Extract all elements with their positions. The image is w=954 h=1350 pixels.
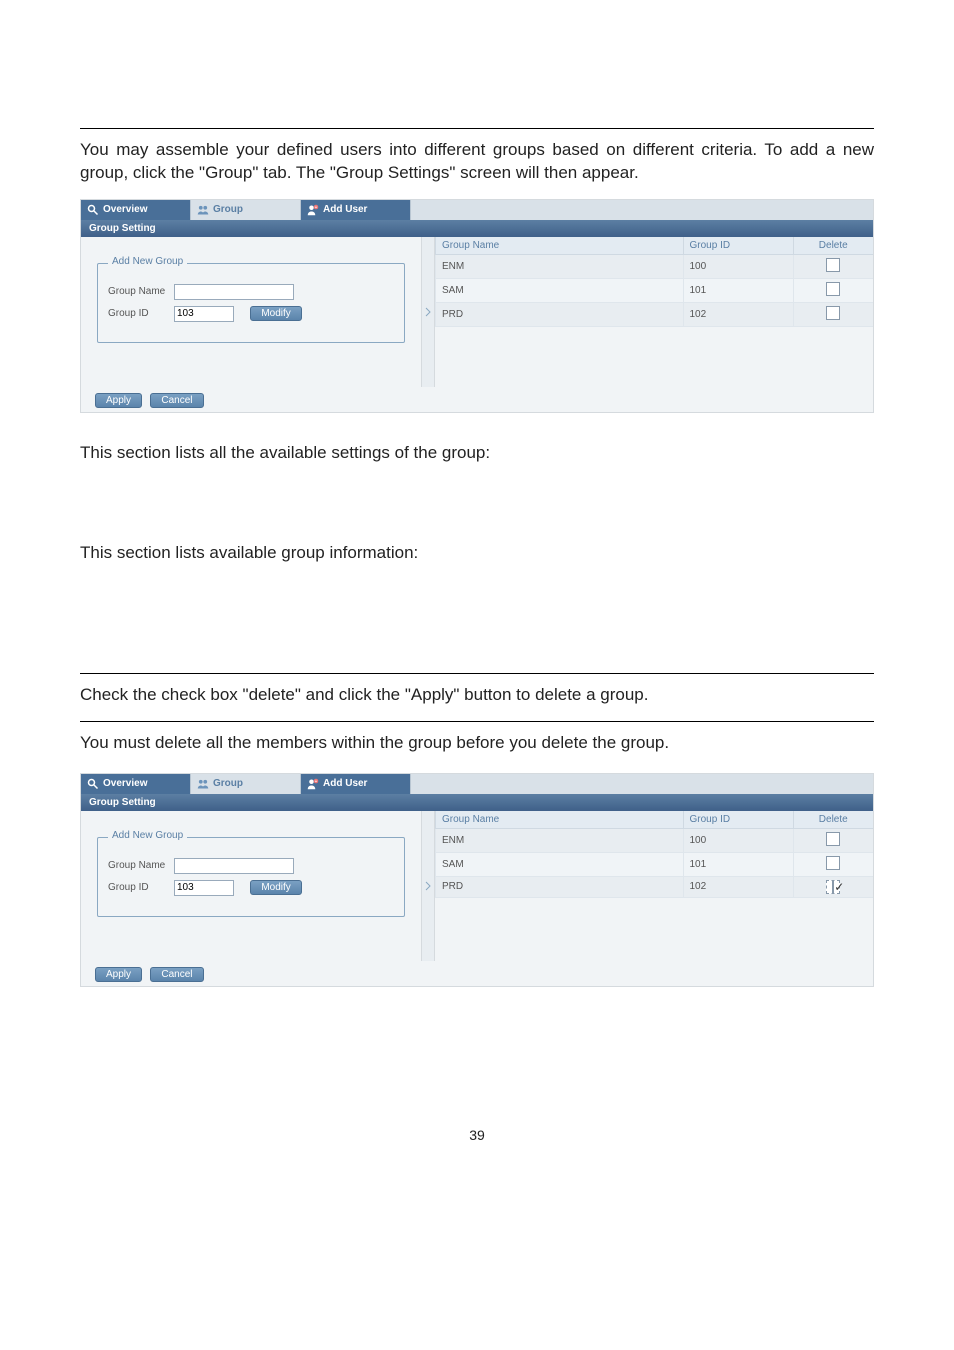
cell-delete <box>793 254 873 278</box>
mid-rule <box>80 673 874 674</box>
top-rule <box>80 128 874 129</box>
tab-overview[interactable]: Overview <box>81 200 191 220</box>
add-new-group-fieldset: Add New Group Group Name Group ID Modify <box>97 263 405 343</box>
cell-group-id: 101 <box>683 278 793 302</box>
cell-delete <box>793 302 873 326</box>
group-table-body-1: ENM100SAM101PRD102 <box>436 254 874 326</box>
section1-text: This section lists all the available set… <box>80 443 874 463</box>
section-bar: Group Setting <box>81 794 873 811</box>
delete-checkbox[interactable] <box>826 856 840 870</box>
adduser-icon: + <box>307 204 319 216</box>
cell-group-name: SAM <box>436 852 684 876</box>
group-name-label: Group Name <box>108 286 170 297</box>
col-delete: Delete <box>793 811 873 829</box>
col-delete: Delete <box>793 237 873 255</box>
fieldset-legend: Add New Group <box>108 830 187 841</box>
table-row: SAM101 <box>436 852 874 876</box>
group-id-input[interactable] <box>174 880 234 896</box>
tab-group[interactable]: Group <box>191 774 301 794</box>
tab-bar: Overview Group + Add User <box>81 200 873 220</box>
add-new-group-fieldset: Add New Group Group Name Group ID Modify <box>97 837 405 917</box>
group-table: Group Name Group ID Delete ENM100SAM101P… <box>435 811 873 898</box>
apply-button[interactable]: Apply <box>95 967 142 982</box>
delete-checkbox[interactable] <box>826 306 840 320</box>
collapse-handle[interactable] <box>421 237 435 387</box>
page-number: 39 <box>80 1127 874 1143</box>
tab-overview[interactable]: Overview <box>81 774 191 794</box>
cell-group-name: SAM <box>436 278 684 302</box>
col-group-name: Group Name <box>436 237 684 255</box>
modify-button[interactable]: Modify <box>250 880 301 895</box>
tab-group[interactable]: Group <box>191 200 301 220</box>
collapse-handle[interactable] <box>421 811 435 961</box>
section-bar: Group Setting <box>81 220 873 237</box>
delete-checkbox[interactable] <box>826 258 840 272</box>
group-icon <box>197 778 209 790</box>
group-icon <box>197 204 209 216</box>
cancel-button[interactable]: Cancel <box>150 967 203 982</box>
cell-delete <box>793 852 873 876</box>
tab-adduser[interactable]: + Add User <box>301 200 411 220</box>
cell-group-id: 100 <box>683 254 793 278</box>
screenshot-1: Overview Group + Add User Group Setting … <box>80 199 874 413</box>
delete-instr-text: Check the check box "delete" and click t… <box>80 684 874 707</box>
apply-button[interactable]: Apply <box>95 393 142 408</box>
group-name-label: Group Name <box>108 860 170 871</box>
table-row: PRD102 <box>436 302 874 326</box>
intro-text: You may assemble your defined users into… <box>80 139 874 185</box>
table-row: PRD102 ✓ <box>436 876 874 897</box>
group-name-input[interactable] <box>174 284 294 300</box>
table-row: ENM100 <box>436 828 874 852</box>
mid-rule-2 <box>80 721 874 722</box>
modify-button[interactable]: Modify <box>250 306 301 321</box>
cell-group-name: ENM <box>436 254 684 278</box>
magnifier-icon <box>87 204 99 216</box>
table-row: SAM101 <box>436 278 874 302</box>
section2-text: This section lists available group infor… <box>80 543 874 563</box>
tab-adduser[interactable]: + Add User <box>301 774 411 794</box>
group-id-label: Group ID <box>108 308 170 319</box>
group-table-body-2: ENM100SAM101PRD102 ✓ <box>436 828 874 897</box>
fieldset-legend: Add New Group <box>108 256 187 267</box>
screenshot-2: Overview Group + Add User Group Setting … <box>80 773 874 987</box>
tab-group-label: Group <box>213 204 243 215</box>
chevron-right-icon <box>425 307 431 317</box>
cell-delete: ✓ <box>793 876 873 897</box>
cell-group-id: 100 <box>683 828 793 852</box>
delete-note-text: You must delete all the members within t… <box>80 732 874 755</box>
tab-overview-label: Overview <box>103 778 147 789</box>
cell-delete <box>793 278 873 302</box>
tab-bar: Overview Group + Add User <box>81 774 873 794</box>
cell-group-name: ENM <box>436 828 684 852</box>
cell-group-name: PRD <box>436 302 684 326</box>
col-group-name: Group Name <box>436 811 684 829</box>
cell-delete <box>793 828 873 852</box>
cell-group-id: 101 <box>683 852 793 876</box>
group-table: Group Name Group ID Delete ENM100SAM101P… <box>435 237 873 327</box>
delete-checkbox[interactable] <box>826 282 840 296</box>
tab-group-label: Group <box>213 778 243 789</box>
tab-adduser-label: Add User <box>323 778 367 789</box>
cell-group-id: 102 <box>683 876 793 897</box>
delete-checkbox[interactable]: ✓ <box>826 880 840 894</box>
cancel-button[interactable]: Cancel <box>150 393 203 408</box>
group-name-input[interactable] <box>174 858 294 874</box>
col-group-id: Group ID <box>683 811 793 829</box>
cell-group-name: PRD <box>436 876 684 897</box>
group-id-label: Group ID <box>108 882 170 893</box>
chevron-right-icon <box>425 881 431 891</box>
magnifier-icon <box>87 778 99 790</box>
adduser-icon: + <box>307 778 319 790</box>
delete-checkbox[interactable] <box>826 832 840 846</box>
tab-adduser-label: Add User <box>323 204 367 215</box>
col-group-id: Group ID <box>683 237 793 255</box>
group-id-input[interactable] <box>174 306 234 322</box>
tab-overview-label: Overview <box>103 204 147 215</box>
cell-group-id: 102 <box>683 302 793 326</box>
table-row: ENM100 <box>436 254 874 278</box>
